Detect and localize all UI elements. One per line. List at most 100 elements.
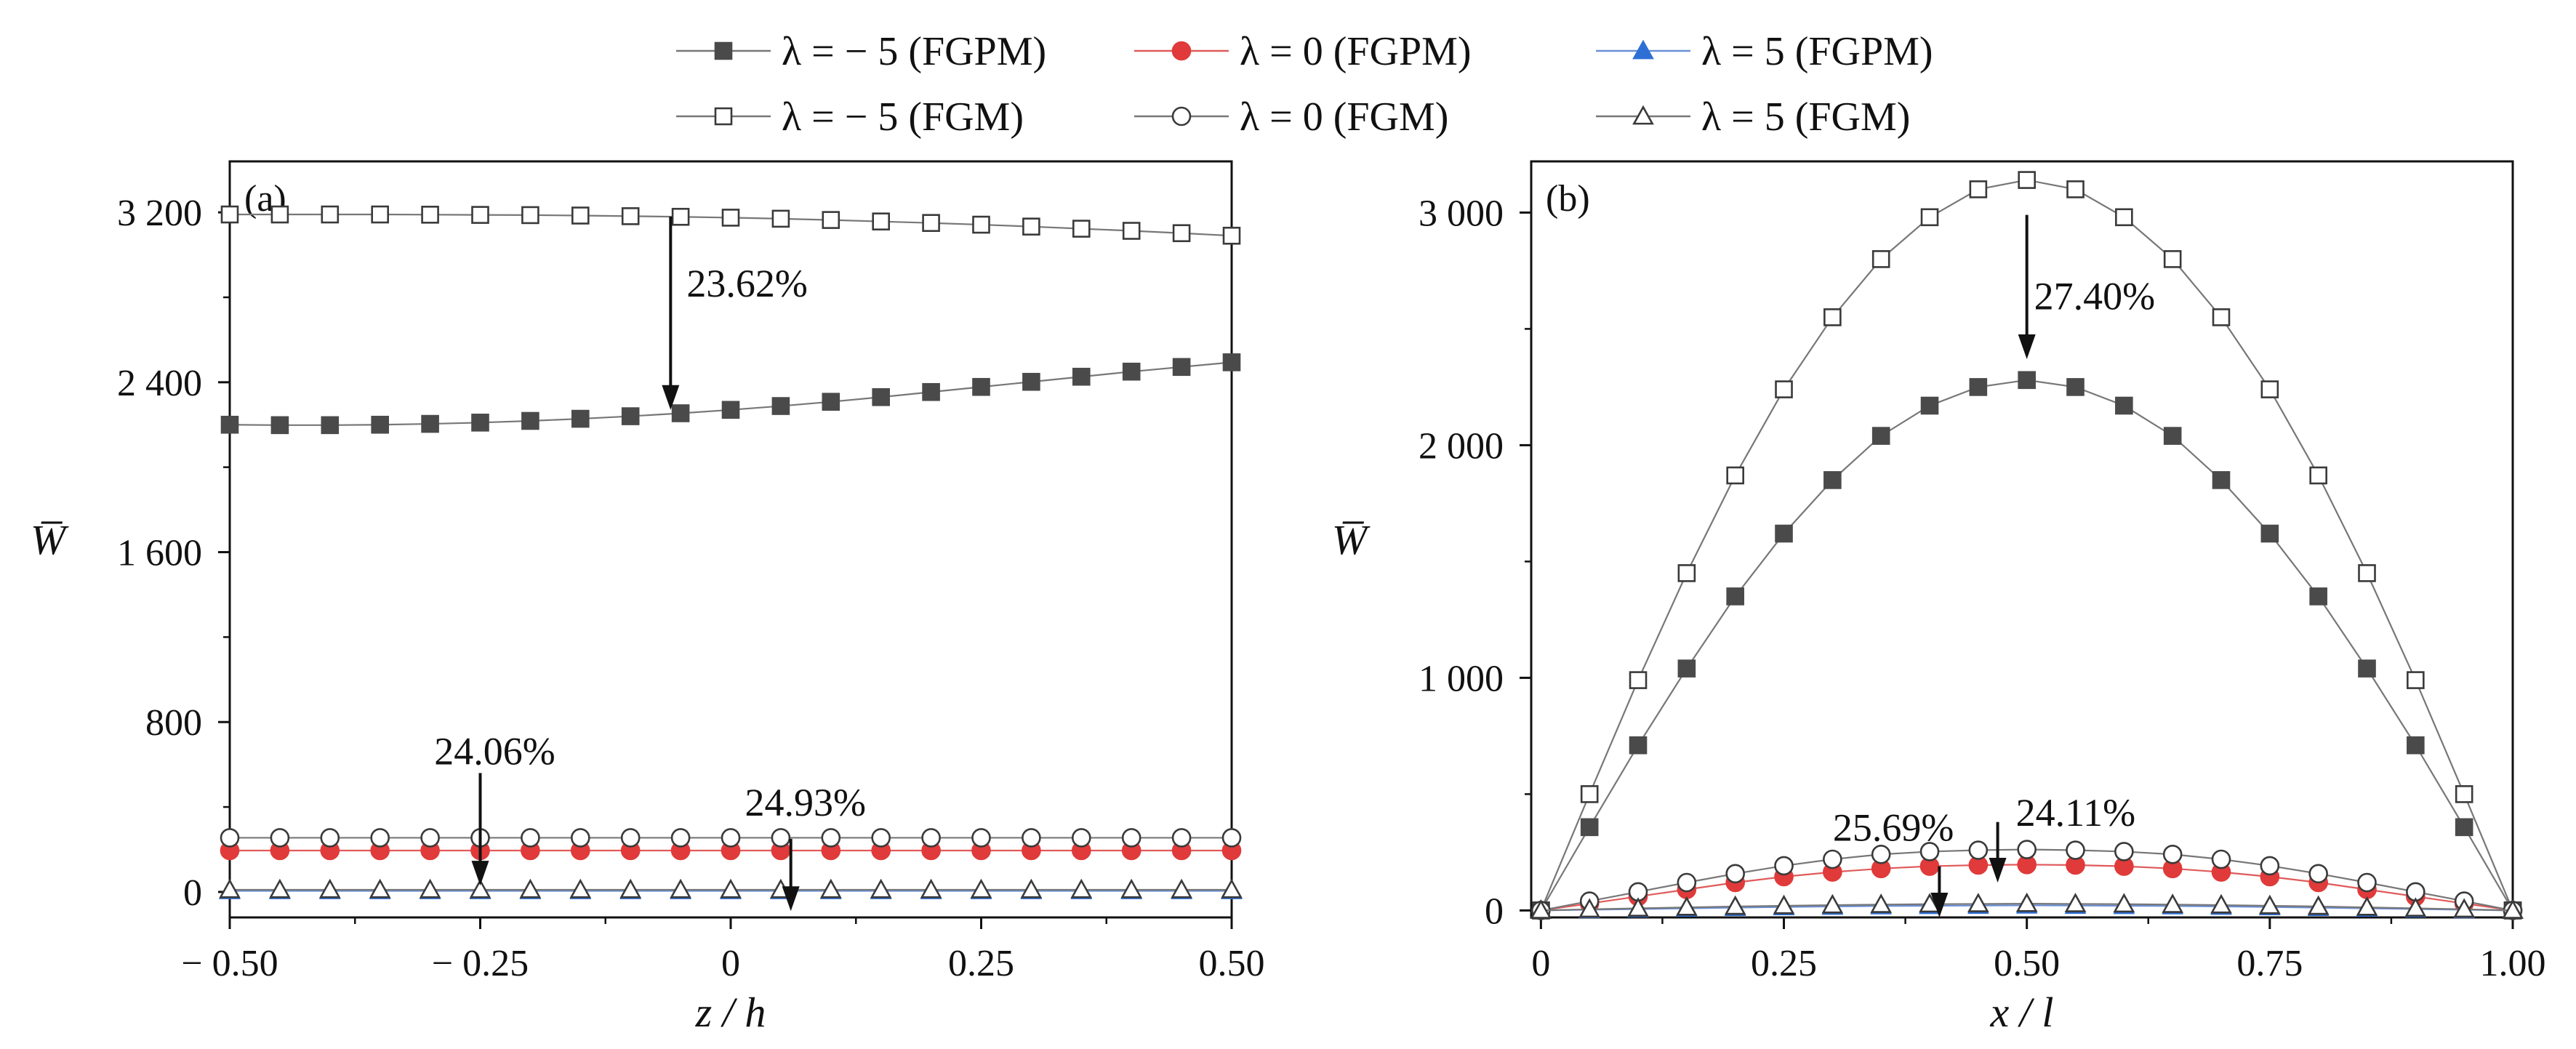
data-point bbox=[1022, 372, 1040, 391]
data-point bbox=[1969, 180, 1988, 198]
y-tick-label: 0 bbox=[183, 872, 202, 914]
y-tick-label: 2 400 bbox=[117, 363, 202, 404]
data-point bbox=[521, 206, 539, 225]
series bbox=[220, 828, 1242, 848]
data-point bbox=[1677, 659, 1696, 678]
annotation: 24.93% bbox=[745, 781, 866, 912]
data-point bbox=[471, 414, 489, 432]
legend-label: λ = 5 (FGM) bbox=[1701, 95, 1910, 140]
data-point bbox=[2309, 466, 2327, 485]
data-point bbox=[1724, 895, 1746, 915]
data-point bbox=[1072, 828, 1091, 848]
data-point bbox=[922, 382, 940, 401]
data-point bbox=[670, 828, 691, 848]
data-point bbox=[1172, 358, 1191, 377]
data-point bbox=[720, 878, 742, 899]
data-point bbox=[1070, 878, 1093, 899]
data-point bbox=[1725, 864, 1745, 884]
annotation: 24.11% bbox=[1989, 791, 2135, 883]
legend-label: λ = − 5 (FGPM) bbox=[782, 29, 1046, 74]
data-point bbox=[1221, 828, 1242, 848]
data-point bbox=[2211, 849, 2231, 869]
data-point bbox=[1580, 785, 1599, 803]
data-point bbox=[220, 828, 240, 848]
data-point bbox=[822, 211, 840, 229]
data-point bbox=[2453, 898, 2476, 918]
data-point bbox=[2309, 587, 2327, 606]
annotation-label: 24.93% bbox=[745, 781, 865, 824]
data-point bbox=[871, 828, 891, 848]
data-point bbox=[1580, 818, 1599, 837]
data-point bbox=[821, 828, 841, 848]
legend-label: λ = 0 (FGM) bbox=[1240, 95, 1448, 140]
annotation-arrow-head bbox=[1989, 858, 2007, 883]
data-point bbox=[2066, 840, 2085, 860]
legend-label: λ = 5 (FGPM) bbox=[1701, 29, 1933, 74]
legend-item: λ = − 5 (FGM) bbox=[676, 95, 1024, 140]
x-tick-label: 0.25 bbox=[948, 943, 1014, 984]
data-point bbox=[1871, 427, 1890, 445]
legend-item: λ = 5 (FGM) bbox=[1596, 95, 1910, 140]
data-point bbox=[521, 828, 540, 848]
panel-b: 0 0.25 0.50 0.75 1.00 0 1 000 2 000 3 000 x / l W̅… bbox=[1332, 160, 2546, 1036]
y-tick-label: 3 200 bbox=[117, 193, 202, 234]
data-point bbox=[419, 878, 441, 899]
data-point bbox=[2356, 896, 2378, 916]
data-point bbox=[1627, 897, 1649, 917]
panel-a: − 0.50 − 0.25 0 0.25 0.50 0 800 1 600 2 400 3 200… bbox=[31, 160, 1265, 1036]
data-point bbox=[1726, 587, 1744, 606]
data-point bbox=[2407, 736, 2425, 755]
data-point bbox=[870, 878, 892, 899]
legend-marker-triangle-open bbox=[1632, 105, 1654, 125]
data-point bbox=[1967, 893, 1989, 912]
data-point bbox=[1919, 893, 1941, 913]
data-point bbox=[371, 205, 390, 224]
data-point bbox=[670, 878, 691, 899]
annotation-label: 27.40% bbox=[2034, 275, 2155, 318]
data-point bbox=[619, 878, 642, 899]
data-point bbox=[1072, 220, 1091, 238]
data-point bbox=[371, 415, 390, 434]
data-point bbox=[321, 416, 340, 435]
data-point bbox=[970, 878, 992, 899]
x-tick-label: 1.00 bbox=[2480, 943, 2546, 984]
data-point bbox=[1120, 878, 1143, 899]
legend: λ = − 5 (FGPM) λ = 0 (FGPM) λ = 5 (FGPM) λ … bbox=[676, 29, 1933, 140]
data-point bbox=[270, 205, 289, 224]
annotation-arrow-head bbox=[1930, 893, 1949, 917]
data-point bbox=[621, 207, 640, 225]
data-point bbox=[320, 828, 340, 848]
x-tick-label: 0.50 bbox=[1994, 943, 2060, 984]
legend-marker-square-open bbox=[714, 107, 733, 126]
annotation: 23.62% bbox=[662, 216, 808, 410]
data-point bbox=[971, 828, 991, 848]
data-point bbox=[270, 416, 289, 435]
data-point bbox=[1222, 353, 1241, 371]
data-point bbox=[2407, 671, 2425, 689]
data-point bbox=[2455, 785, 2473, 803]
legend-item: λ = 0 (FGM) bbox=[1134, 95, 1448, 140]
annotation-arrow-head bbox=[471, 861, 489, 886]
data-point bbox=[771, 397, 790, 415]
x-tick-label: 0 bbox=[721, 943, 740, 984]
data-point bbox=[2260, 524, 2279, 543]
data-point bbox=[972, 377, 990, 396]
data-point bbox=[2162, 844, 2183, 864]
data-point bbox=[2162, 893, 2184, 913]
panel-label: (b) bbox=[1546, 178, 1590, 220]
data-point bbox=[721, 209, 740, 227]
series bbox=[1530, 892, 2524, 919]
x-tick-label: − 0.25 bbox=[432, 943, 529, 984]
legend-item: λ = − 5 (FGPM) bbox=[676, 29, 1046, 74]
data-point bbox=[1823, 308, 1842, 326]
data-point bbox=[721, 828, 741, 848]
data-point bbox=[2017, 840, 2037, 859]
data-point bbox=[2113, 893, 2135, 913]
data-point bbox=[521, 411, 539, 430]
y-tick-label: 3 000 bbox=[1419, 193, 1504, 234]
plot-frame bbox=[1530, 160, 2514, 919]
data-point bbox=[2260, 380, 2279, 398]
data-point bbox=[2212, 471, 2231, 489]
data-point bbox=[2064, 893, 2087, 912]
data-point bbox=[2115, 208, 2133, 227]
